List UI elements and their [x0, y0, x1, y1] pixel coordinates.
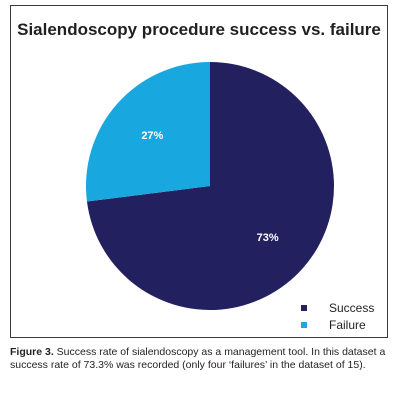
- pie-slice-success: [86, 62, 335, 310]
- figure-caption: Figure 3. Success rate of sialendoscopy …: [10, 346, 392, 372]
- legend-label-success: Success: [329, 300, 375, 315]
- caption-label: Figure 3.: [10, 346, 54, 358]
- legend-swatch-success: [301, 304, 307, 311]
- figure-box: Sialendoscopy procedure success vs. fail…: [10, 5, 388, 338]
- legend-item-failure: Failure: [301, 316, 374, 333]
- caption-text: Success rate of sialendoscopy as a manag…: [10, 346, 386, 371]
- slice-label-success: 73%: [257, 232, 279, 244]
- pie-slice-failure: [85, 62, 210, 202]
- legend-swatch-failure: [301, 321, 307, 328]
- slice-label-failure: 27%: [141, 130, 163, 142]
- legend: Success Failure: [301, 299, 374, 333]
- legend-label-failure: Failure: [329, 317, 366, 332]
- pie-chart: 73% 27%: [85, 62, 335, 310]
- chart-title: Sialendoscopy procedure success vs. fail…: [17, 20, 381, 39]
- legend-item-success: Success: [301, 299, 374, 316]
